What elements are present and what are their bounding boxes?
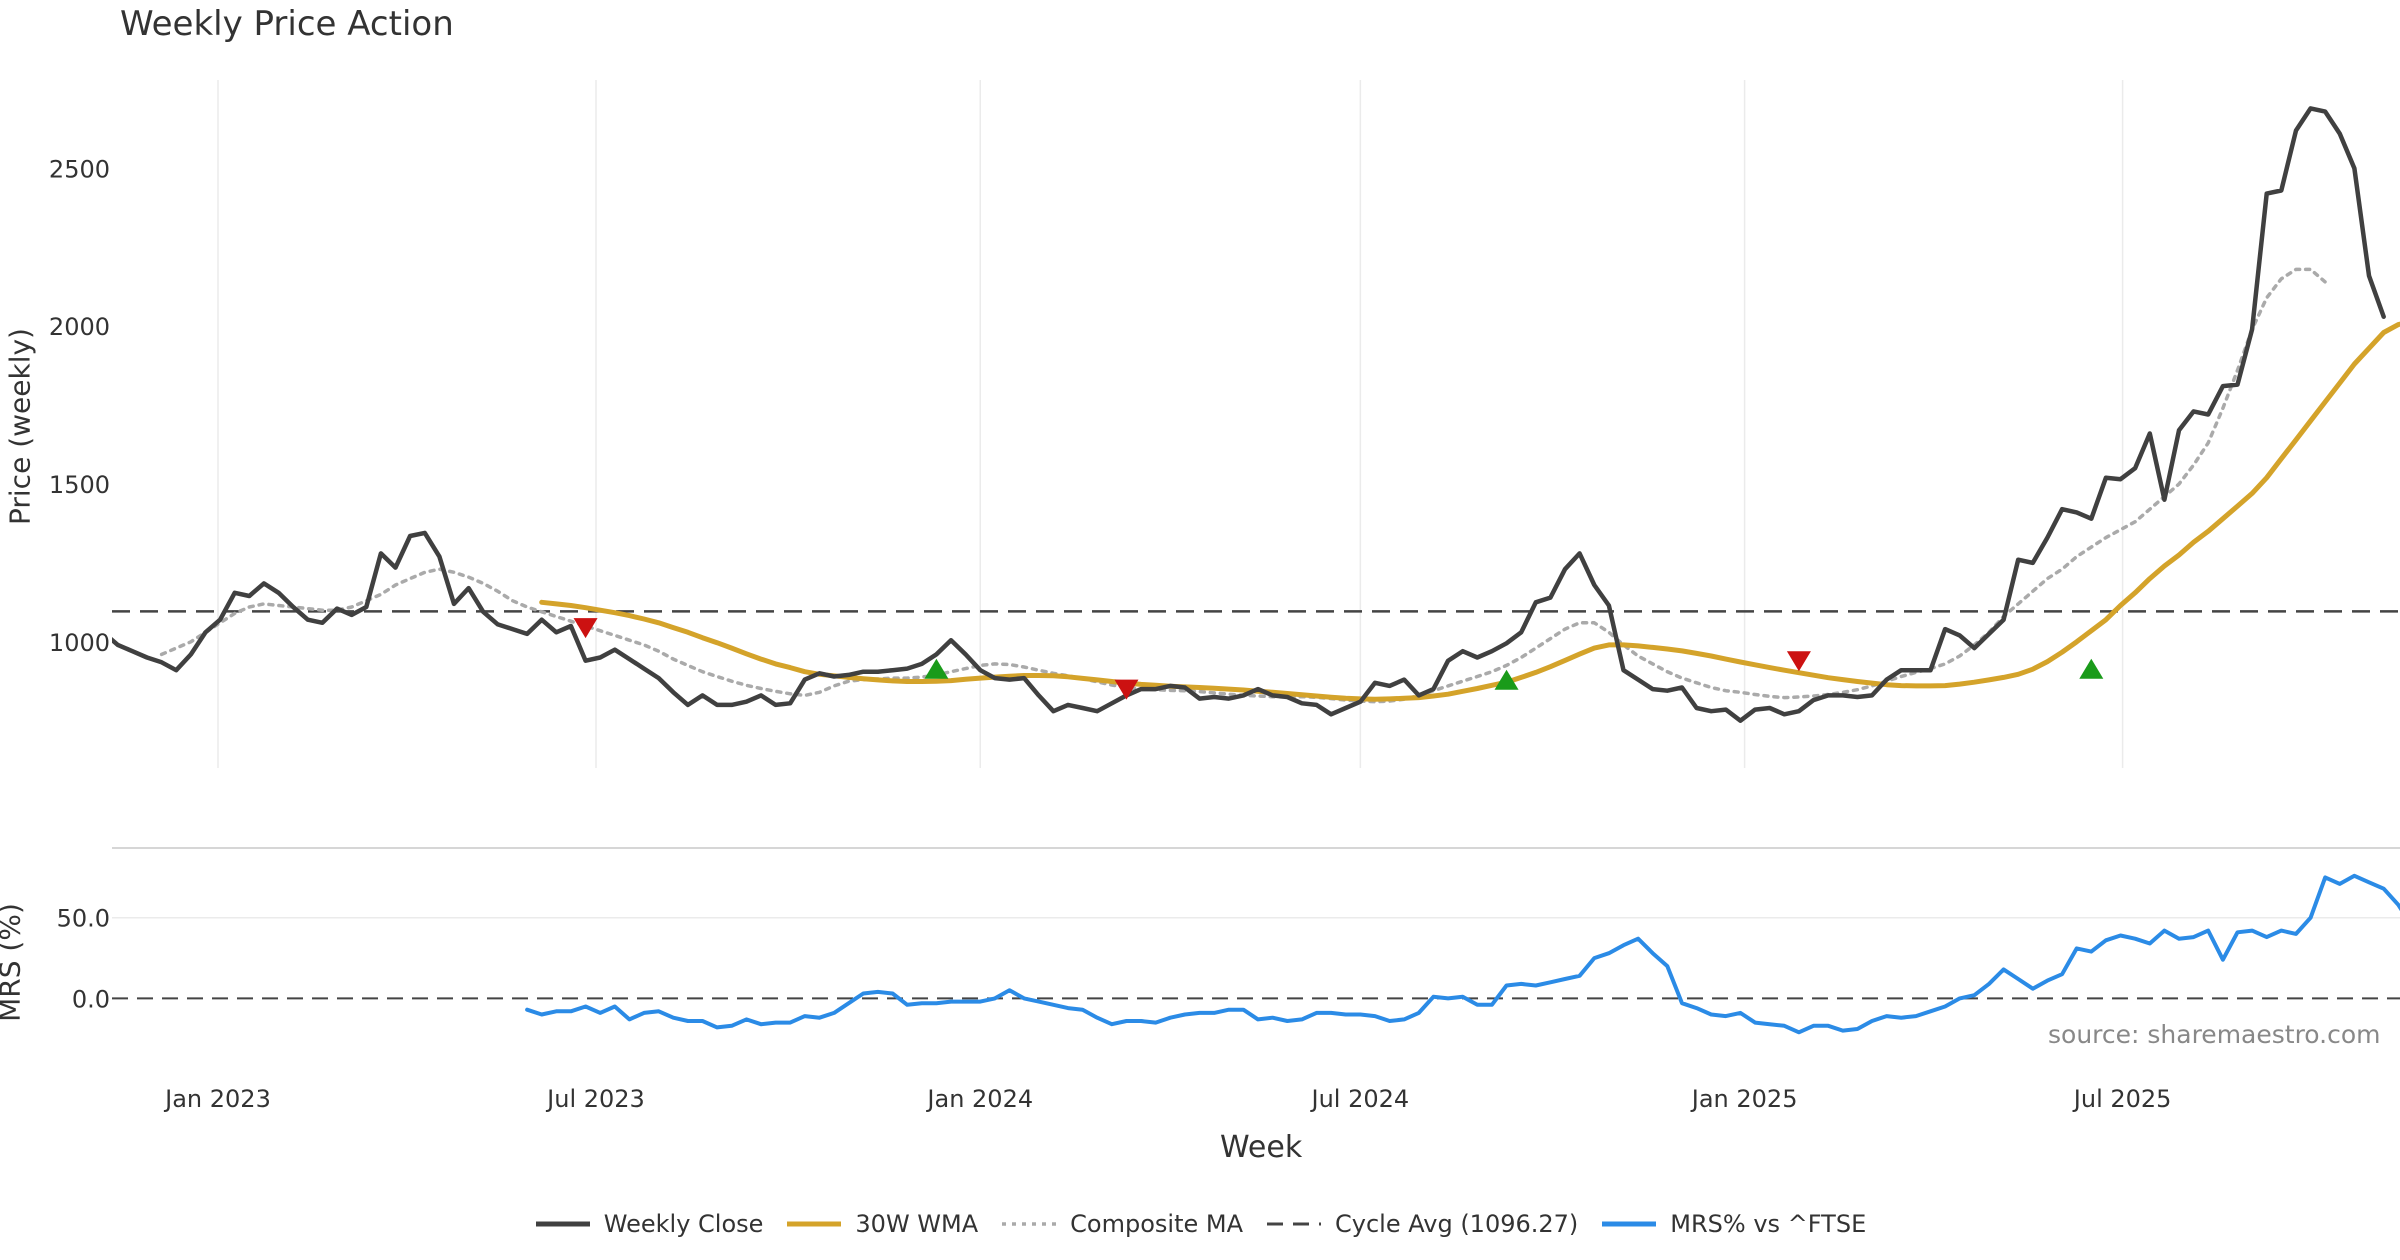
mrs-line [525,873,2400,1035]
composite-ma-line [159,267,2327,704]
source-credit: source: sharemaestro.com [2048,1020,2381,1049]
legend-item-composite: Composite MA [1000,1210,1243,1238]
price-tick-label: 2000 [49,313,110,341]
x-tick-label: Jan 2023 [163,1085,271,1113]
mrs-tick-label: 50.0 [57,905,110,933]
legend-item-close: Weekly Close [534,1210,764,1238]
legend-label: Cycle Avg (1096.27) [1335,1210,1579,1238]
legend-swatch-close [535,1221,590,1227]
legend-item-mrs: MRS% vs ^FTSE [1600,1210,1866,1238]
sell-signal-marker [1114,679,1139,700]
legend-item-wma: 30W WMA [785,1210,978,1238]
buy-signal-marker [2079,658,2104,679]
wma-line [539,321,2400,702]
weekly-close-line [112,106,2386,723]
legend-label: 30W WMA [855,1210,979,1238]
price-chart: Jan 2023 Jul 2023 Jan 2024 Jul 2024 Jan 2025… [49,80,2400,1113]
price-tick-label: 1000 [49,629,110,657]
legend-label: Composite MA [1070,1210,1244,1238]
x-axis-label: Week [1220,1130,1303,1165]
buy-signal-marker [1494,669,1519,690]
x-tick-label: Jan 2024 [925,1085,1033,1113]
legend-swatch-cycle [1267,1222,1322,1226]
sell-signal-marker [573,618,598,639]
price-tick-label: 1500 [49,471,110,499]
legend-swatch-mrs [1602,1221,1657,1227]
chart-title: Weekly Price Action [120,4,454,44]
legend-swatch-wma [787,1221,842,1227]
mrs-tick-label: 0.0 [72,985,110,1013]
x-tick-label: Jul 2023 [545,1085,645,1113]
sell-signal-marker [1786,651,1811,672]
legend-swatch-composite [1002,1222,1057,1226]
legend-label: Weekly Close [603,1210,764,1238]
x-tick-label: Jan 2025 [1690,1085,1798,1113]
legend-label: MRS% vs ^FTSE [1670,1210,1867,1238]
price-tick-label: 2500 [49,155,110,183]
legend-item-cycle: Cycle Avg (1096.27) [1265,1210,1578,1238]
x-tick-label: Jul 2025 [2072,1085,2172,1113]
chart-legend: Weekly Close 30W WMA Composite MA Cycle Avg… [0,1210,2400,1238]
buy-signal-marker [924,658,949,679]
x-tick-label: Jul 2024 [1310,1085,1410,1113]
